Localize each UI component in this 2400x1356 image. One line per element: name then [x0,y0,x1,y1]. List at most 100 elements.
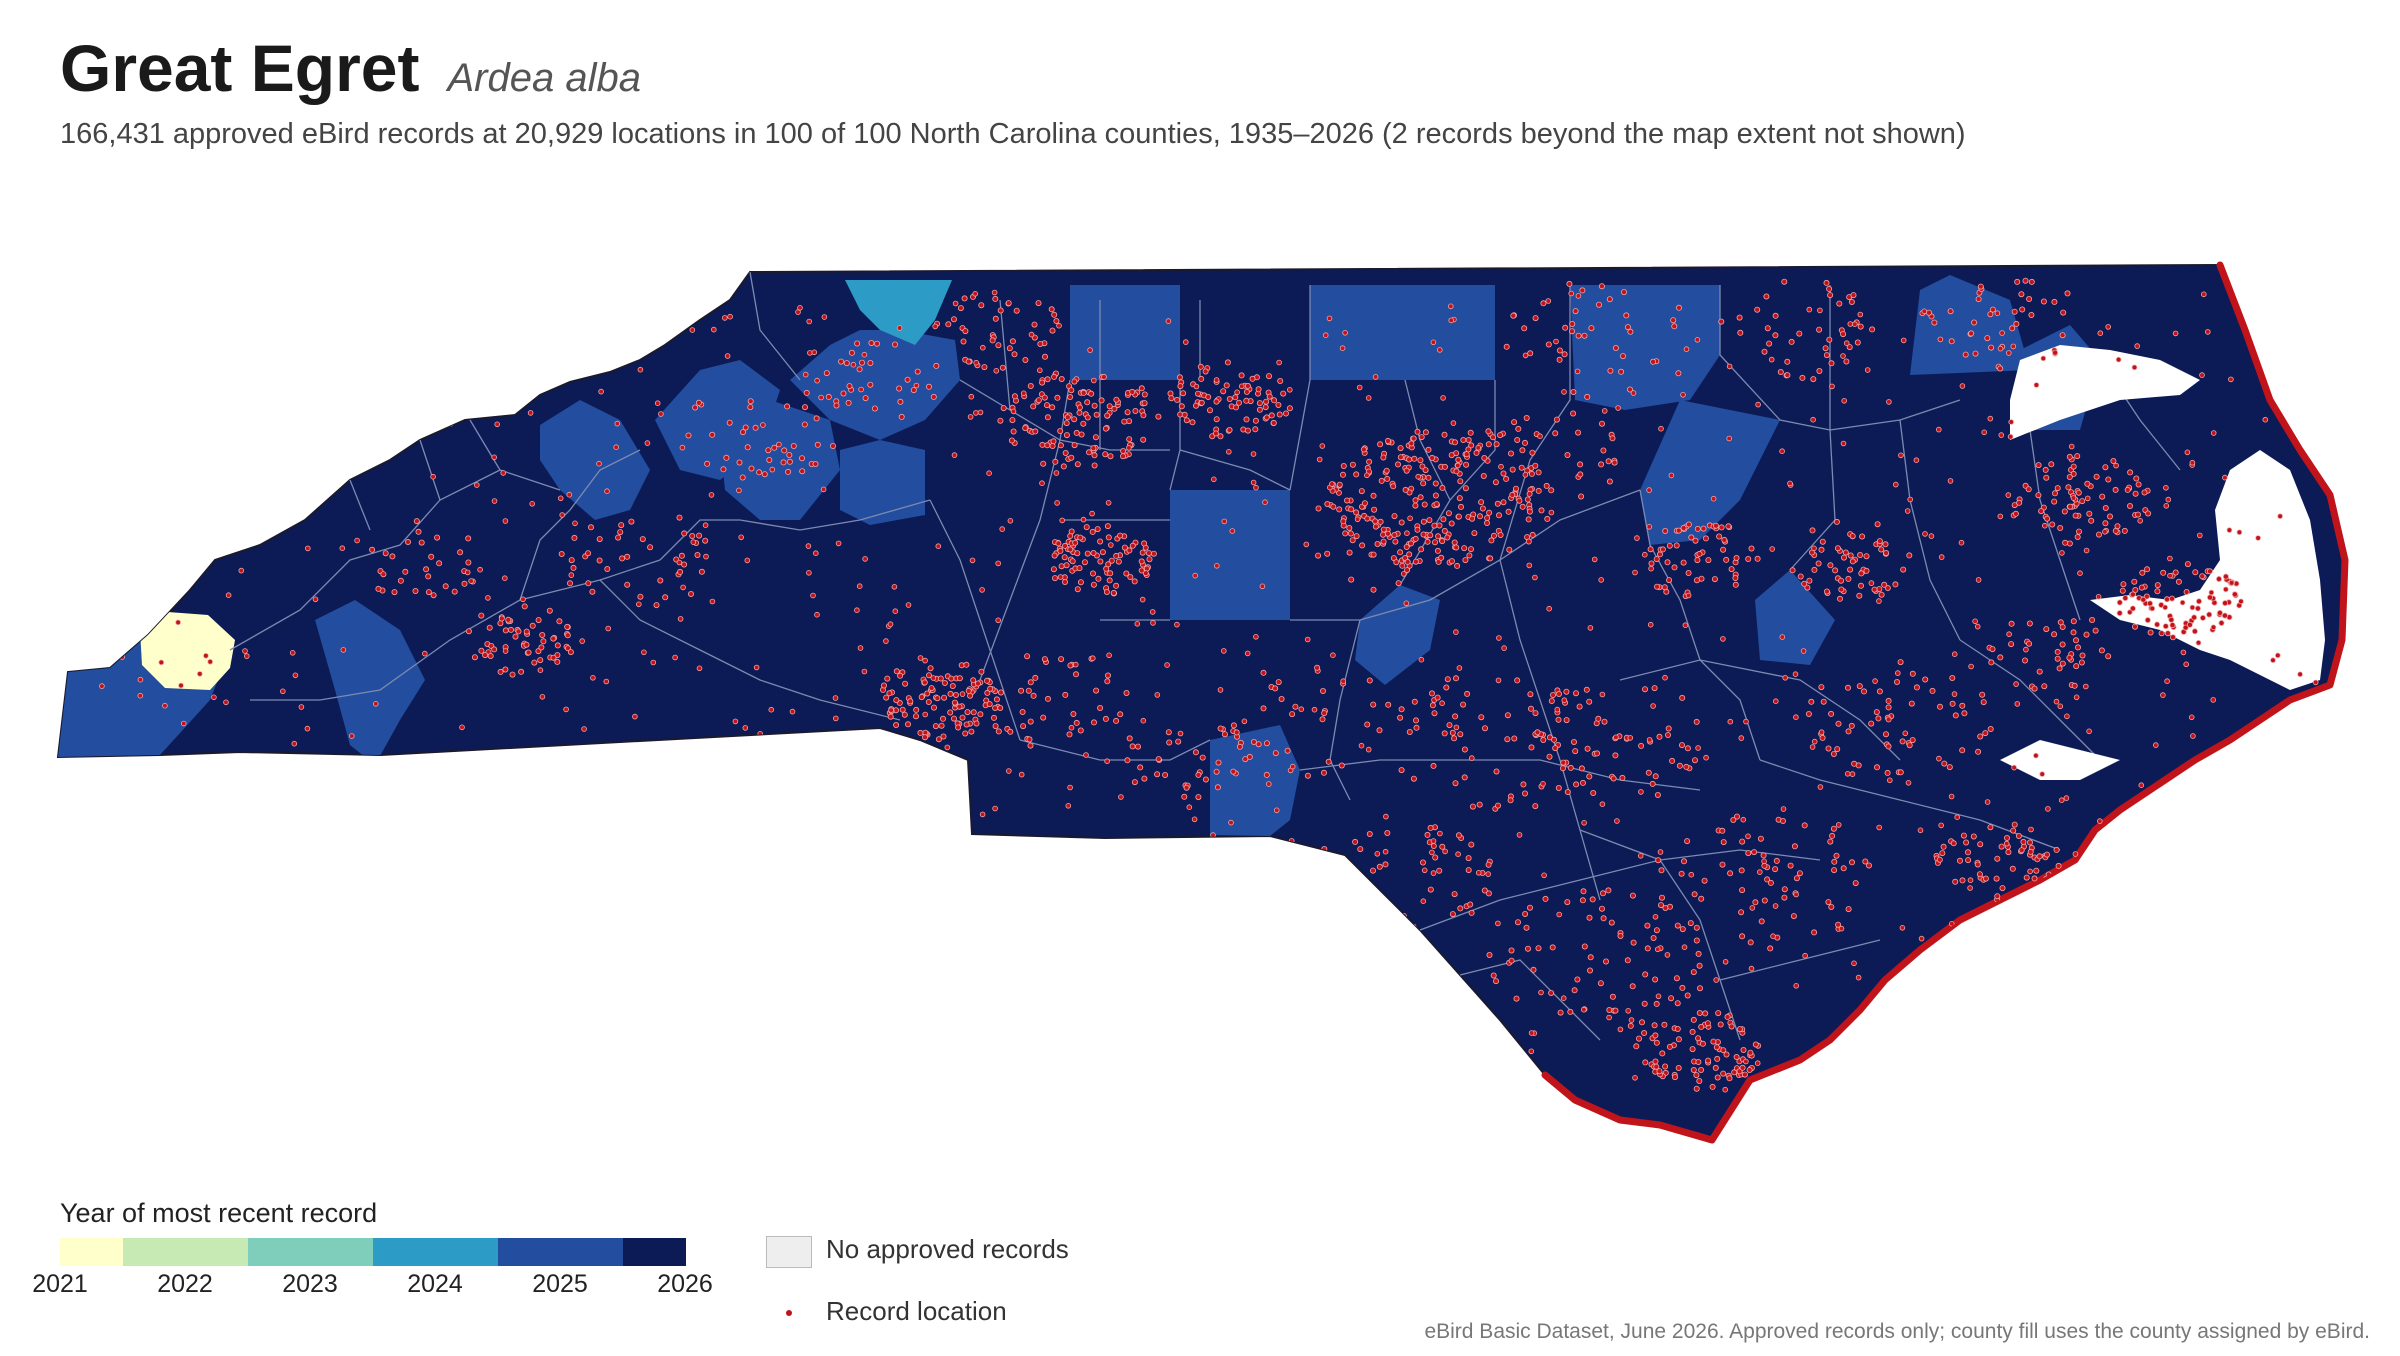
record-dot [2093,1040,2100,1047]
record-dot [1067,393,1074,400]
record-dot [1570,388,1577,395]
record-dot [1704,1020,1711,1027]
record-dot [2033,382,2040,388]
record-dot [1395,580,1402,587]
record-dot [1679,984,1686,991]
record-dot [1425,446,1432,453]
record-dot [1359,542,1366,549]
record-dot [993,696,1000,703]
record-dot [898,413,905,420]
record-dot [662,594,669,601]
record-dot [279,688,286,695]
record-dot [1488,537,1495,544]
record-dot [1980,699,1987,706]
record-dot [1958,539,1965,546]
record-dot [858,386,864,393]
record-dot [1139,549,1146,556]
record-dot [1180,390,1187,397]
record-dot [1840,353,1846,359]
record-dot [1538,507,1545,514]
record-dot [1405,929,1412,936]
record-dot [1715,1010,1722,1017]
record-dot [340,647,347,653]
record-dot [931,1032,938,1038]
record-dot [1485,861,1492,868]
record-dot [1155,413,1162,420]
record-dot [1292,703,1299,710]
record-dot [1243,416,1250,423]
record-dot [1987,726,1994,733]
record-dot [1977,841,1984,848]
record-dot [1651,685,1658,692]
record-dot [1598,577,1604,583]
record-dot [615,534,622,541]
record-dot [1242,756,1249,763]
record-dot [564,632,571,639]
record-dot [1408,540,1415,547]
record-dot [1380,454,1387,461]
record-dot [1011,351,1018,358]
record-dot [1994,893,2001,900]
record-dot [1675,370,1682,377]
record-dot [1780,806,1787,812]
record-dot [1653,556,1660,563]
record-dot [1727,718,1734,725]
county-2025 [790,330,960,440]
record-dot [1743,718,1749,725]
record-dot [1679,694,1686,701]
record-dot [1268,412,1275,419]
record-dot [180,473,187,479]
record-dot [1485,428,1492,435]
record-dot [604,321,610,328]
record-dot [1866,862,1873,869]
record-dot [531,299,537,305]
record-dot [1504,736,1511,743]
record-dot [1848,722,1855,729]
record-dot [464,778,470,784]
record-dot [118,788,124,795]
record-dot [326,897,333,904]
record-dot [1772,332,1779,339]
record-dot [2086,728,2092,735]
record-dot [397,577,404,584]
record-dot [1960,832,1967,839]
record-dot [1217,725,1224,732]
record-dot [1424,538,1431,545]
record-dot [1653,927,1660,934]
record-dot [1793,891,1799,898]
record-dot [1412,502,1419,509]
record-dot [1546,605,1552,612]
record-dot [2216,609,2223,616]
record-dot [1906,742,1913,749]
record-dot [818,394,824,401]
record-dot [1852,321,1858,328]
record-dot [1984,335,1991,342]
record-dot [1129,743,1136,750]
record-dot [1039,480,1045,487]
record-dot [1432,480,1439,487]
record-dot [715,1061,722,1068]
record-dot [1220,862,1226,868]
record-dot [2131,578,2138,585]
record-dot [1010,408,1017,415]
record-dot [1515,425,1522,432]
record-dot [416,1031,422,1037]
record-dot [1463,451,1470,458]
record-dot [614,420,621,427]
record-dot [1057,427,1064,434]
record-dot [2194,605,2201,612]
record-dot [995,617,1001,624]
record-dot [1255,741,1262,748]
record-dot [1639,1019,1646,1026]
record-dot [1250,479,1257,486]
record-dot [1084,550,1091,557]
record-dot [1065,802,1072,809]
record-dot [1106,1031,1112,1038]
record-dot [117,872,123,879]
scale-tick-2025: 2025 [532,1270,588,1298]
record-dot [1898,452,1904,459]
record-dot [1740,1047,1747,1054]
record-dot [1126,445,1132,451]
record-dot [986,470,992,477]
record-dot [785,893,791,900]
